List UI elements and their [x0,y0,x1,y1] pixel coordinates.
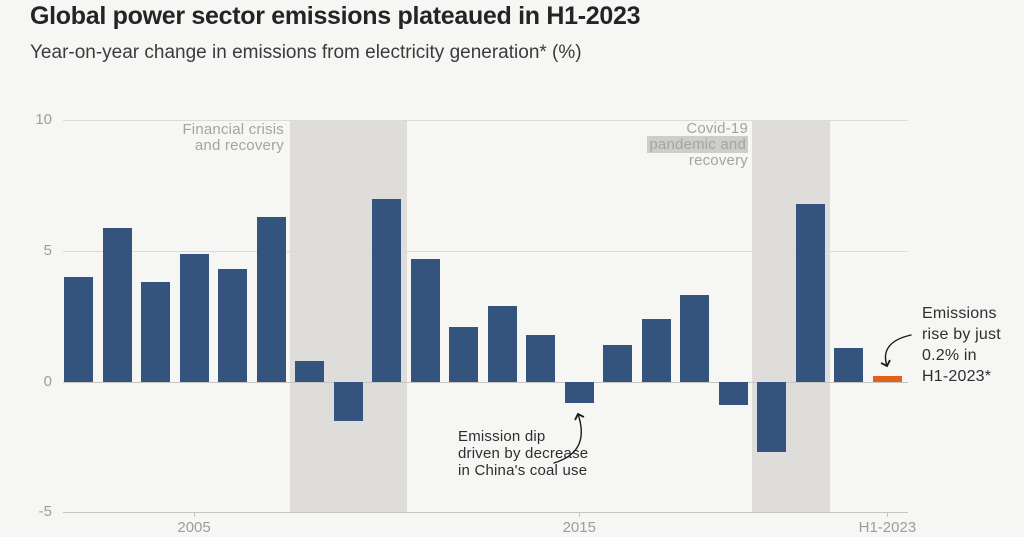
gridline-y--5 [63,512,908,514]
bar-2012 [449,326,479,382]
annotation-h1-2023: Emissions rise by just 0.2% in H1-2023* [922,303,1001,387]
gridline-y-0 [63,381,908,383]
bar-2005 [179,253,209,382]
emission-dip-text: driven by decrease [458,445,589,462]
x-axis-tick-2005 [194,513,196,518]
y-axis-label--5: -5 [38,503,52,521]
bar-2003 [102,227,132,382]
bar-2010 [372,198,402,382]
annotation-emission-dip: Emission dip driven by decrease in China's… [458,428,588,479]
h1-2023-arrow [880,334,912,368]
h1-2023-text: rise by just [922,326,1001,343]
gridline-y-10 [63,120,908,122]
emission-dip-line: driven by decrease [458,445,588,462]
bar-2018 [680,295,710,382]
covid-text: pandemic and [647,136,748,153]
annotation-covid: Covid-19 pandemic and recovery [647,121,748,169]
bar-2009 [333,381,363,421]
bar-2017 [641,318,671,382]
y-axis-label-10: 10 [35,111,52,129]
bar-2007 [256,217,286,382]
bar-H1-2023 [872,376,902,382]
bar-2019 [718,381,748,406]
bar-2020 [757,381,787,453]
financial-crisis-line: Financial crisis [182,122,284,138]
bar-2021 [795,204,825,382]
h1-2023-text: 0.2% in [922,347,977,364]
bar-2002 [64,277,93,382]
covid-line: recovery [647,153,748,169]
h1-2023-line: Emissions [922,303,1001,324]
bar-2011 [410,258,440,382]
emission-dip-line: Emission dip [458,428,588,445]
h1-2023-line: 0.2% in [922,345,1001,366]
bar-2006 [218,269,248,382]
covid-text: recovery [688,152,748,169]
emission-dip-text: Emission dip [458,428,546,445]
bar-2008 [295,360,325,382]
bar-2013 [487,305,517,382]
bar-2004 [141,282,171,382]
h1-2023-text: Emissions [922,305,997,322]
bar-2014 [526,334,556,382]
covid-text: Covid-19 [686,120,748,137]
y-axis-label-5: 5 [43,242,52,260]
emission-dip-text: in China's coal use [458,462,588,479]
x-axis-label-H1-2023: H1-2023 [858,519,917,537]
gridline-y-5 [63,251,908,253]
y-axis-label-0: 0 [43,372,52,390]
bar-2022 [834,347,864,382]
x-axis-label-2005: 2005 [177,519,211,537]
chart-title: Global power sector emissions plateaued … [30,2,641,30]
bar-2016 [603,345,633,382]
covid-line: Covid-19 [647,121,748,137]
financial-crisis-line: and recovery [182,136,284,154]
financial-crisis-text: and recovery [194,136,284,154]
chart-subtitle: Year-on-year change in emissions from el… [30,42,582,63]
financial-crisis-text: Financial crisis [182,121,284,138]
h1-2023-line: H1-2023* [922,366,1001,387]
emission-dip-line: in China's coal use [458,462,588,479]
x-axis-tick-H1-2023 [887,513,889,518]
annotation-financial-crisis: Financial crisis and recovery [182,122,284,153]
h1-2023-line: rise by just [922,324,1001,345]
h1-2023-text: H1-2023* [922,368,992,385]
x-axis-label-2015: 2015 [562,519,596,537]
covid-line: pandemic and [647,136,748,153]
bar-2015 [564,381,594,403]
x-axis-tick-2015 [579,513,581,518]
